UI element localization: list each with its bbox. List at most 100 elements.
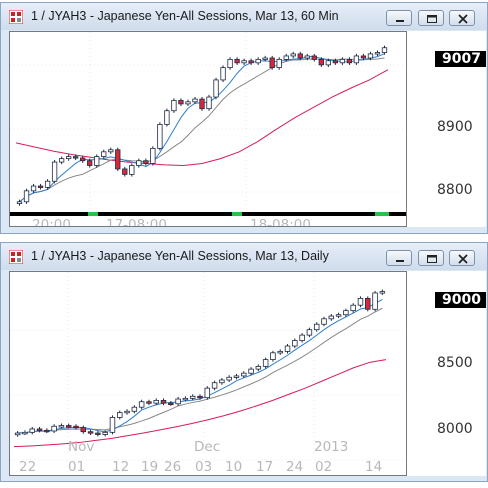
close-button[interactable] [449, 250, 475, 266]
maximize-icon [427, 255, 437, 263]
app-icon [9, 10, 23, 24]
chart-window-60min[interactable]: 1 / JYAH3 - Japanese Yen-All Sessions, M… [0, 2, 488, 234]
month-label: Nov [68, 439, 94, 455]
title-bar[interactable]: 1 / JYAH3 - Japanese Yen-All Sessions, M… [1, 243, 487, 270]
candle [234, 58, 240, 64]
candle [157, 124, 163, 149]
slow-ma-line [13, 359, 387, 448]
candle [339, 58, 346, 64]
day-label: 03 [195, 459, 212, 475]
candle [65, 425, 72, 428]
slow-ma-line [15, 69, 389, 167]
fast-moving-average [19, 53, 385, 203]
day-label: 14 [365, 459, 382, 475]
candle [87, 160, 93, 166]
candle [248, 368, 254, 374]
grid [10, 272, 406, 461]
candle [58, 425, 65, 428]
price-chart-area[interactable]: 20:00 17-08:00 18-08:00 [9, 31, 407, 227]
candle [131, 406, 138, 412]
candle [143, 160, 149, 164]
minimize-button[interactable] [386, 10, 412, 26]
time-label: 17-08:00 [106, 217, 167, 226]
candle [124, 410, 130, 414]
candle [164, 110, 170, 125]
candle [227, 58, 233, 68]
candle [262, 57, 268, 60]
candle [292, 340, 298, 347]
candle [16, 201, 23, 204]
close-button[interactable] [449, 10, 475, 26]
minimize-icon [396, 260, 404, 262]
candle [304, 55, 310, 59]
price-chart-area[interactable]: Nov Dec 2013 22 01 12 19 26 03 10 17 24 … [9, 271, 407, 476]
candle [109, 416, 116, 433]
price-scale: 9000 8500 8000 [407, 271, 486, 476]
date-axis-labels: Nov Dec 2013 22 01 12 19 26 03 10 17 24 … [19, 439, 382, 475]
candle [311, 55, 317, 60]
candle [44, 180, 51, 188]
candle [332, 60, 339, 64]
mid-moving-average [19, 57, 385, 203]
candle [353, 55, 360, 64]
fast-moving-average [17, 299, 383, 434]
month-label: Dec [194, 439, 220, 455]
candle [328, 315, 335, 320]
close-icon [458, 14, 468, 24]
candle [153, 399, 159, 404]
maximize-button[interactable] [418, 250, 444, 266]
candle [213, 79, 219, 98]
day-label: 17 [256, 459, 273, 475]
candle [262, 359, 269, 367]
candle [360, 55, 367, 59]
candle [226, 376, 232, 381]
time-label: 18-08:00 [250, 217, 311, 226]
candle [102, 431, 108, 435]
candle [14, 432, 21, 436]
candle [219, 379, 225, 384]
chart-svg[interactable]: 20:00 17-08:00 18-08:00 [10, 32, 406, 226]
title-bar[interactable]: 1 / JYAH3 - Japanese Yen-All Sessions, M… [1, 3, 487, 30]
slow-moving-average [13, 359, 387, 448]
candle [73, 425, 79, 429]
candles [16, 45, 388, 206]
candle [65, 156, 72, 160]
mid-ma-line [19, 57, 385, 203]
chart-svg[interactable]: Nov Dec 2013 22 01 12 19 26 03 10 17 24 … [10, 272, 406, 475]
window-title: 1 / JYAH3 - Japanese Yen-All Sessions, M… [31, 249, 329, 263]
candle [146, 401, 152, 404]
app-icon [9, 250, 23, 264]
fast-ma-line [17, 299, 383, 434]
last-price-badge: 9007 [435, 51, 486, 67]
candle [129, 165, 135, 175]
candle [95, 432, 101, 435]
chart-window-daily[interactable]: 1 / JYAH3 - Japanese Yen-All Sessions, M… [0, 242, 488, 482]
day-label: 02 [315, 459, 332, 475]
candle [290, 53, 296, 57]
window-title: 1 / JYAH3 - Japanese Yen-All Sessions, M… [31, 9, 339, 23]
candle [211, 382, 218, 389]
candle [343, 310, 349, 316]
candle [22, 431, 28, 435]
day-label: 01 [68, 459, 85, 475]
mid-ma-line [17, 307, 383, 434]
candle [30, 185, 37, 192]
candle [233, 375, 240, 378]
candle [87, 431, 94, 434]
candle [306, 329, 313, 336]
candle [284, 345, 291, 352]
close-icon [458, 254, 468, 264]
candle [197, 395, 203, 399]
minimize-button[interactable] [386, 250, 412, 266]
maximize-button[interactable] [418, 10, 444, 26]
candle [297, 53, 303, 59]
maximize-icon [427, 15, 437, 23]
candle [381, 47, 388, 53]
candle [346, 58, 353, 64]
mid-moving-average [17, 307, 383, 434]
candle [241, 60, 247, 64]
candle [335, 314, 342, 317]
price-scale: 9007 8900 8800 [407, 31, 486, 227]
last-price-badge: 9000 [435, 292, 486, 308]
candle [367, 53, 374, 59]
